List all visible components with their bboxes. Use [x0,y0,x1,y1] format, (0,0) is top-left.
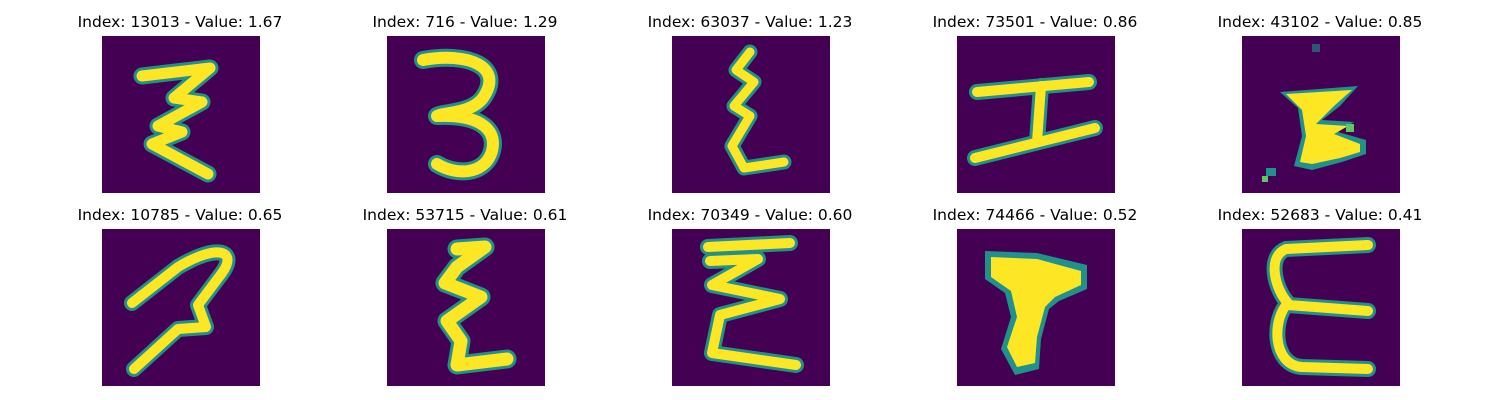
panel-5: Index: 43102 - Value: 0.85 [1190,12,1450,202]
panel-title: Index: 63037 - Value: 1.23 [647,13,853,31]
digit-image [672,229,830,386]
panel-1: Index: 13013 - Value: 1.67 [50,12,310,202]
digit-image [387,229,545,386]
panel-title: Index: 74466 - Value: 0.52 [932,206,1138,224]
panel-title: Index: 43102 - Value: 0.85 [1217,13,1423,31]
panel-8: Index: 70349 - Value: 0.60 [620,205,880,395]
digit-image [957,229,1115,386]
panel-title: Index: 10785 - Value: 0.65 [77,206,283,224]
panel-title: Index: 70349 - Value: 0.60 [647,206,853,224]
digit-image [1242,36,1400,193]
panel-title: Index: 73501 - Value: 0.86 [932,13,1138,31]
panel-title: Index: 716 - Value: 1.29 [372,13,558,31]
panel-3: Index: 63037 - Value: 1.23 [620,12,880,202]
digit-image [957,36,1115,193]
panel-title: Index: 13013 - Value: 1.67 [77,13,283,31]
digit-image [672,36,830,193]
panel-4: Index: 73501 - Value: 0.86 [905,12,1165,202]
panel-6: Index: 10785 - Value: 0.65 [50,205,310,395]
panel-title: Index: 52683 - Value: 0.41 [1217,206,1423,224]
digit-image [387,36,545,193]
digit-image [1242,229,1400,386]
digit-image [102,36,260,193]
panel-9: Index: 74466 - Value: 0.52 [905,205,1165,395]
panel-2: Index: 716 - Value: 1.29 [335,12,595,202]
digit-image [102,229,260,386]
panel-7: Index: 53715 - Value: 0.61 [335,205,595,395]
panel-10: Index: 52683 - Value: 0.41 [1190,205,1450,395]
panel-title: Index: 53715 - Value: 0.61 [362,206,568,224]
